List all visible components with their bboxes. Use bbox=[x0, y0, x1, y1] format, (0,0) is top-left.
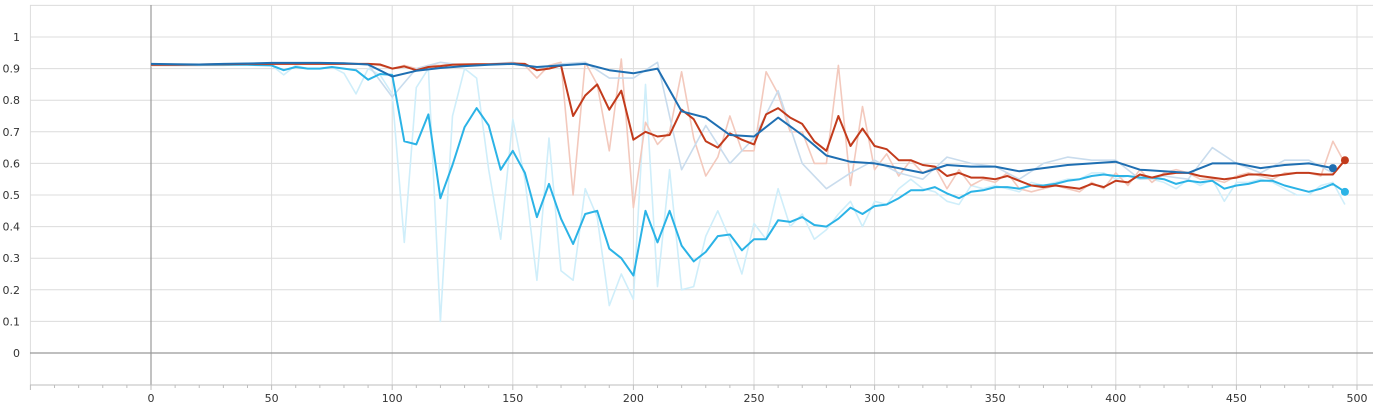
x-tick-label: 350 bbox=[985, 392, 1006, 405]
y-tick-label: 0.6 bbox=[3, 157, 21, 170]
series-1-end-marker bbox=[1340, 187, 1349, 196]
tick-labels: 0 50 100 150 200 250 300 350 400 450 500 0 0.1 0.2 0.3… bbox=[3, 31, 1368, 405]
series-3-end-marker bbox=[1328, 164, 1337, 173]
y-tick-label: 0.8 bbox=[3, 94, 21, 107]
y-tick-label: 0.7 bbox=[3, 126, 21, 139]
y-tick-label: 0.1 bbox=[3, 315, 21, 328]
series-2-end-marker bbox=[1340, 156, 1349, 165]
y-tick-label: 1 bbox=[13, 31, 20, 44]
x-tick-label: 450 bbox=[1226, 392, 1247, 405]
raw-series-lines bbox=[150, 58, 1346, 323]
x-tick-label: 50 bbox=[265, 392, 279, 405]
x-tick-label: 200 bbox=[623, 392, 644, 405]
x-tick-label: 250 bbox=[744, 392, 765, 405]
y-tick-label: 0.9 bbox=[3, 63, 21, 76]
x-tick-label: 400 bbox=[1105, 392, 1126, 405]
x-tick-label: 500 bbox=[1347, 392, 1368, 405]
x-tick-label: 0 bbox=[148, 392, 155, 405]
y-tick-label: 0 bbox=[13, 347, 20, 360]
smoothed-series-lines bbox=[150, 61, 1346, 277]
series-1-raw-line bbox=[151, 63, 1346, 323]
x-tick-label: 100 bbox=[382, 392, 403, 405]
series-end-markers bbox=[1328, 156, 1349, 196]
series-3-smoothed-line bbox=[150, 61, 1334, 174]
axes bbox=[29, 5, 1373, 390]
grid-lines bbox=[29, 4, 1373, 385]
series-3-raw-line bbox=[150, 61, 1334, 190]
y-tick-label: 0.2 bbox=[3, 284, 21, 297]
x-tick-label: 150 bbox=[502, 392, 523, 405]
series-1-smoothed-line bbox=[151, 63, 1346, 277]
x-tick-label: 300 bbox=[864, 392, 885, 405]
y-tick-label: 0.4 bbox=[3, 221, 21, 234]
y-tick-label: 0.5 bbox=[3, 189, 21, 202]
series-2-raw-line bbox=[151, 58, 1346, 209]
y-tick-label: 0.3 bbox=[3, 252, 21, 265]
series-2-smoothed-line bbox=[151, 62, 1346, 190]
